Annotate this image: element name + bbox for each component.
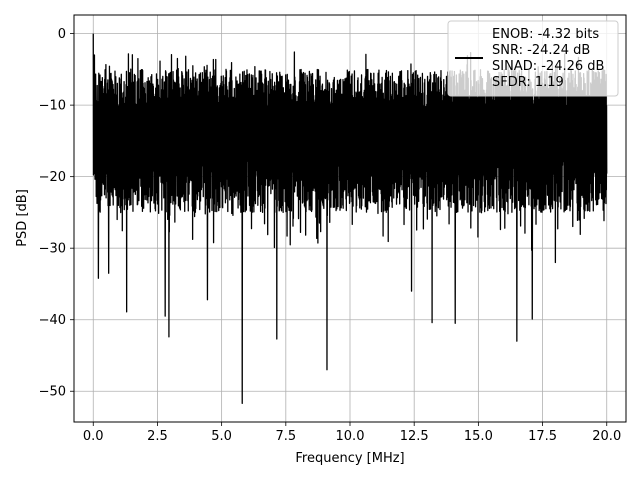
x-tick-label: 5.0 xyxy=(211,429,232,444)
y-tick-label: −30 xyxy=(39,242,66,257)
y-tick-label: −20 xyxy=(39,170,66,185)
legend-line-sinad: SINAD: -24.26 dB xyxy=(492,59,604,74)
legend-box xyxy=(447,20,619,97)
x-tick-label: 15.0 xyxy=(464,429,493,444)
y-tick-label: 0 xyxy=(58,27,66,42)
x-tick-label: 7.5 xyxy=(275,429,296,444)
axis-ticks: 0.0 2.5 5.0 7.5 10.0 12.5 15.0 17.5 20.0 0 −10 −20 −… xyxy=(39,27,622,444)
y-tick-label: −50 xyxy=(39,385,66,400)
legend-line-sfdr: SFDR: 1.19 xyxy=(492,75,564,90)
y-axis-label: PSD [dB] xyxy=(15,189,30,247)
y-tick-label: −10 xyxy=(39,99,66,114)
x-tick-label: 17.5 xyxy=(528,429,557,444)
x-tick-label: 20.0 xyxy=(592,429,621,444)
legend-line-snr: SNR: -24.24 dB xyxy=(492,43,590,58)
psd-line xyxy=(92,33,608,405)
x-tick-label: 12.5 xyxy=(400,429,429,444)
x-axis-label: Frequency [MHz] xyxy=(295,451,404,466)
y-tick-label: −40 xyxy=(39,313,66,328)
legend-line-enob: ENOB: -4.32 bits xyxy=(492,27,599,42)
x-tick-label: 0.0 xyxy=(83,429,104,444)
legend: ENOB: -4.32 bits SNR: -24.24 dB SINAD: -… xyxy=(447,20,619,97)
x-tick-label: 2.5 xyxy=(147,429,168,444)
x-tick-label: 10.0 xyxy=(336,429,365,444)
psd-series xyxy=(92,33,608,405)
